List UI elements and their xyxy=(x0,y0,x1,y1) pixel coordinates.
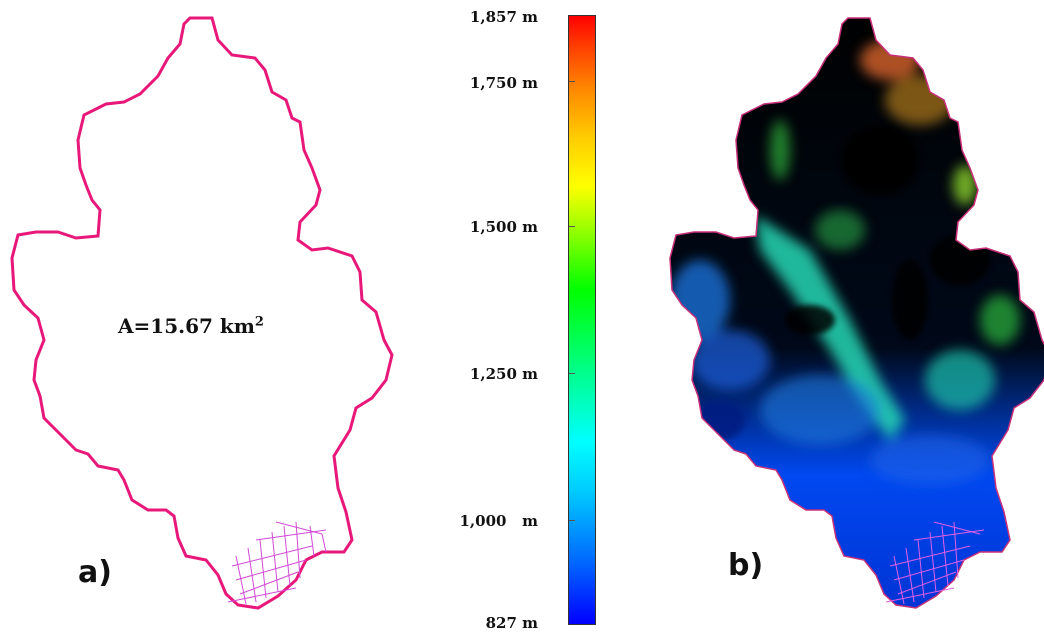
colorbar-tickmark xyxy=(569,226,575,227)
colorbar-tick-label: 1,000 m xyxy=(459,512,538,530)
area-label: A=15.67 km2 xyxy=(118,314,264,338)
elevation-map-boundary xyxy=(669,17,1044,609)
colorbar-gradient xyxy=(568,15,596,625)
colorbar-tickmark xyxy=(569,373,575,374)
watershed-boundary xyxy=(10,16,394,610)
colorbar-tick-label: 1,750 m xyxy=(469,74,538,92)
elevation-map xyxy=(669,17,1044,609)
panel-a-label: a) xyxy=(78,555,112,590)
colorbar-tickmark xyxy=(569,520,575,521)
survey-grid xyxy=(227,521,327,605)
panel-b-label: b) xyxy=(728,548,764,583)
colorbar-tick-label: 1,500 m xyxy=(469,218,538,236)
watershed-outline-panel: A=15.67 km2 xyxy=(0,0,410,633)
colorbar-tick-label: 1,250 m xyxy=(469,365,538,383)
colorbar-max-label: 1,857 m xyxy=(469,8,538,26)
elevation-map-panel xyxy=(660,0,1044,633)
colorbar-tickmark xyxy=(569,81,575,82)
watershed-outline-map xyxy=(10,16,394,610)
elevation-raster xyxy=(670,18,1044,608)
survey-grid-overlay xyxy=(885,521,985,605)
colorbar-min-label: 827 m xyxy=(485,614,538,632)
elevation-colorbar: 1,857 m 1,750 m 1,500 m 1,250 m 1,000 m … xyxy=(430,0,610,633)
